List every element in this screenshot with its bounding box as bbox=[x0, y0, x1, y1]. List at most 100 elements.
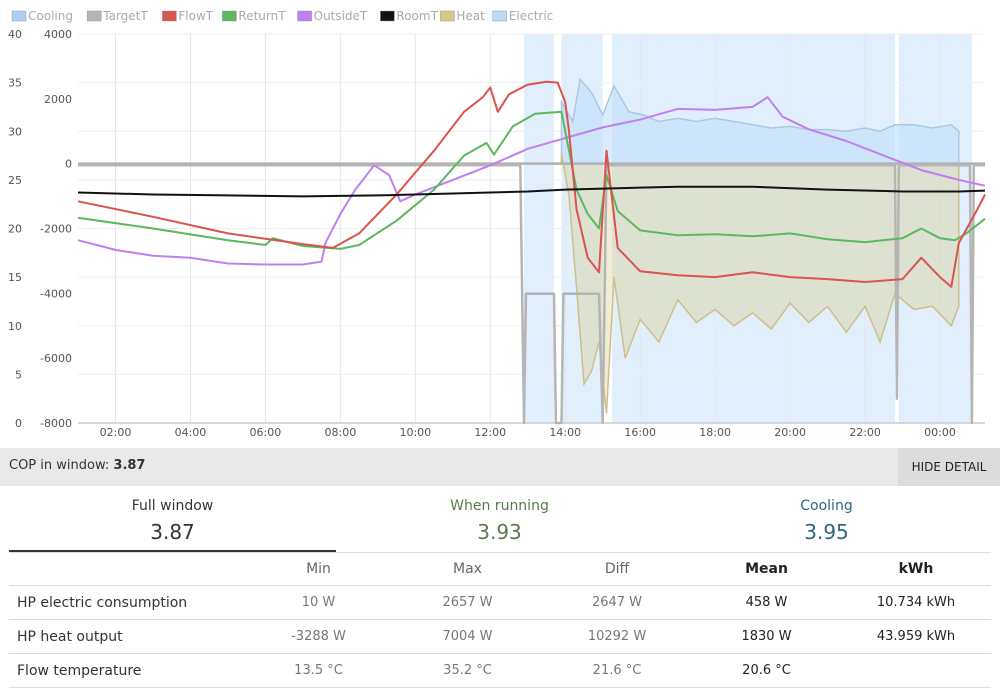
tab-when-running[interactable]: When running 3.93 bbox=[336, 486, 663, 552]
legend-item[interactable]: Cooling bbox=[11, 9, 73, 23]
chart-lines bbox=[77, 80, 986, 425]
y-right-tick-label: -6000 bbox=[40, 352, 72, 365]
electric-area bbox=[560, 77, 960, 165]
y-left-tick-label: 35 bbox=[8, 77, 22, 90]
tab-full-window[interactable]: Full window 3.87 bbox=[9, 486, 336, 552]
tab-label: Full window bbox=[131, 498, 214, 514]
row-diff: 10292 W bbox=[542, 619, 692, 654]
y-left-tick-label: 25 bbox=[8, 174, 22, 187]
row-mean: 1830 W bbox=[692, 619, 841, 654]
header-min: Min bbox=[244, 552, 393, 586]
x-tick-label: 22:00 bbox=[849, 426, 881, 439]
y-right-tick-label: -8000 bbox=[40, 417, 72, 430]
legend-swatch bbox=[297, 10, 312, 22]
tab-value: 3.93 bbox=[477, 520, 522, 544]
row-min: 10 W bbox=[244, 585, 393, 620]
header-max: Max bbox=[393, 552, 542, 586]
y-left-tick-label: 30 bbox=[8, 125, 22, 138]
row-name: HP heat output bbox=[9, 619, 244, 654]
legend-label: Electric bbox=[509, 9, 553, 23]
x-tick-label: 06:00 bbox=[250, 426, 282, 439]
cop-label-text: COP in window: bbox=[9, 458, 110, 473]
header-mean: Mean bbox=[692, 552, 841, 586]
stats-header-row: Min Max Diff Mean kWh bbox=[9, 552, 991, 586]
header-kwh: kWh bbox=[841, 552, 991, 586]
row-max: 35.2 °C bbox=[393, 653, 542, 688]
row-mean: 20.6 °C bbox=[692, 653, 841, 688]
legend-swatch bbox=[380, 10, 395, 22]
legend-item[interactable]: TargetT bbox=[86, 9, 148, 23]
cop-tabs: Full window 3.87 When running 3.93 Cooli… bbox=[9, 486, 991, 553]
y-right-tick-label: -4000 bbox=[40, 287, 72, 300]
hide-detail-button[interactable]: HIDE DETAIL bbox=[898, 448, 1000, 486]
legend-swatch bbox=[162, 10, 177, 22]
legend-item[interactable]: RoomT bbox=[380, 9, 439, 23]
y-left-tick-label: 10 bbox=[8, 320, 22, 333]
row-kwh bbox=[841, 653, 991, 688]
x-tick-label: 08:00 bbox=[325, 426, 357, 439]
table-row: HP electric consumption 10 W 2657 W 2647… bbox=[9, 585, 991, 620]
y-left-tick-label: 40 bbox=[8, 28, 22, 41]
y-left-tick-label: 0 bbox=[15, 417, 22, 430]
row-name: HP electric consumption bbox=[9, 585, 244, 620]
x-tick-label: 18:00 bbox=[699, 426, 731, 439]
x-tick-label: 02:00 bbox=[100, 426, 132, 439]
row-min: 13.5 °C bbox=[244, 653, 393, 688]
row-name: Flow temperature bbox=[9, 653, 244, 688]
stats-table: Min Max Diff Mean kWh HP electric consum… bbox=[9, 552, 991, 688]
chart-areas bbox=[78, 77, 985, 414]
row-kwh: 10.734 kWh bbox=[841, 585, 991, 620]
header-diff: Diff bbox=[542, 552, 692, 586]
x-tick-label: 20:00 bbox=[774, 426, 806, 439]
series-outsidet bbox=[77, 96, 986, 266]
series-targett bbox=[78, 164, 985, 425]
legend-swatch bbox=[86, 10, 102, 22]
table-row: Flow temperature 13.5 °C 35.2 °C 21.6 °C… bbox=[9, 653, 991, 688]
row-kwh: 43.959 kWh bbox=[841, 619, 991, 654]
chart-legend[interactable]: Cooling TargetT FlowT ReturnT OutsideT RoomT H… bbox=[11, 9, 553, 23]
row-min: -3288 W bbox=[244, 619, 393, 654]
header-name bbox=[9, 552, 244, 586]
legend-item[interactable]: FlowT bbox=[162, 9, 214, 23]
cop-value: 3.87 bbox=[113, 458, 146, 473]
tab-cooling[interactable]: Cooling 3.95 bbox=[663, 486, 990, 552]
y-right-tick-label: 4000 bbox=[44, 28, 72, 41]
row-max: 7004 W bbox=[393, 619, 542, 654]
series-roomt bbox=[77, 185, 986, 198]
row-mean: 458 W bbox=[692, 585, 841, 620]
x-tick-label: 14:00 bbox=[549, 426, 581, 439]
heatpump-chart: Cooling TargetT FlowT ReturnT OutsideT RoomT H… bbox=[8, 9, 986, 439]
x-tick-label: 16:00 bbox=[624, 426, 656, 439]
summary-bar: COP in window: 3.87 HIDE DETAIL bbox=[0, 448, 1000, 486]
legend-label: RoomT bbox=[396, 9, 438, 23]
legend-item[interactable]: Electric bbox=[492, 9, 553, 23]
y-right-tick-label: 0 bbox=[65, 158, 72, 171]
heat-area bbox=[560, 153, 960, 414]
tab-label: When running bbox=[450, 498, 549, 514]
y-left-tick-label: 20 bbox=[8, 223, 22, 236]
legend-item[interactable]: Heat bbox=[440, 9, 485, 23]
y-right-tick-label: 2000 bbox=[44, 93, 72, 106]
tab-value: 3.95 bbox=[804, 520, 849, 544]
x-tick-label: 10:00 bbox=[399, 426, 431, 439]
tab-value: 3.87 bbox=[150, 520, 195, 544]
x-tick-label: 12:00 bbox=[474, 426, 506, 439]
x-tick-label: 04:00 bbox=[175, 426, 207, 439]
table-row: HP heat output -3288 W 7004 W 10292 W 18… bbox=[9, 619, 991, 654]
legend-item[interactable]: ReturnT bbox=[222, 9, 286, 23]
legend-item[interactable]: OutsideT bbox=[297, 9, 368, 23]
legend-label: ReturnT bbox=[238, 9, 286, 23]
legend-swatch bbox=[11, 10, 27, 22]
x-tick-label: 00:00 bbox=[924, 426, 956, 439]
y-right-tick-label: -2000 bbox=[40, 223, 72, 236]
chart-axes: 40 35 30 25 20 15 10 5 0 4000 2000 0 -2000 -4000 -6000… bbox=[8, 28, 956, 439]
y-left-tick-label: 15 bbox=[8, 271, 22, 284]
legend-label: TargetT bbox=[102, 9, 148, 23]
row-diff: 21.6 °C bbox=[542, 653, 692, 688]
cop-in-window: COP in window: 3.87 bbox=[9, 458, 145, 473]
row-diff: 2647 W bbox=[542, 585, 692, 620]
legend-swatch bbox=[492, 10, 508, 22]
chart-grid bbox=[78, 33, 985, 424]
legend-label: Heat bbox=[456, 9, 485, 23]
legend-swatch bbox=[440, 10, 455, 22]
